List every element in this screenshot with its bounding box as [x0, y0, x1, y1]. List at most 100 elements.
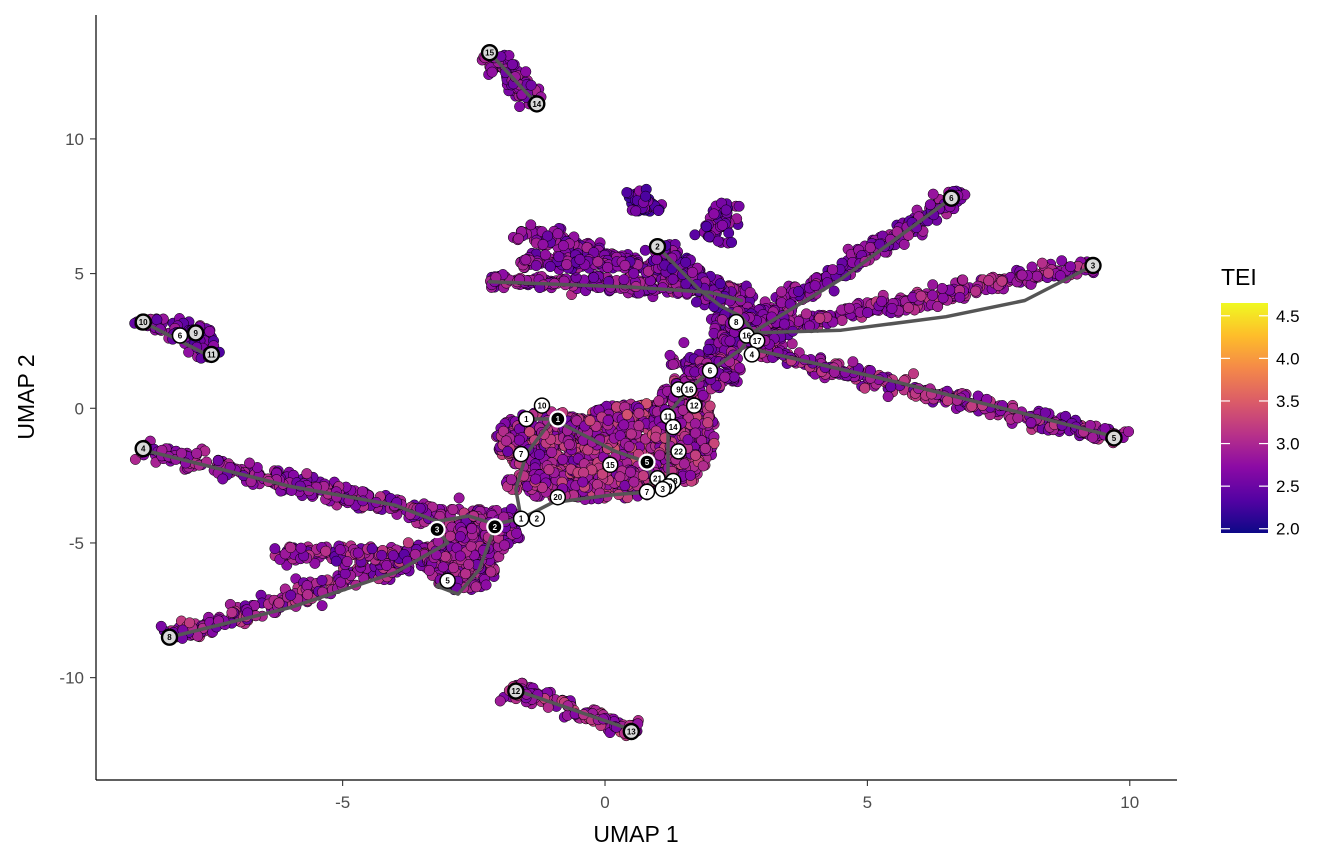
trajectory-node: 10: [134, 313, 152, 331]
trajectory-node-label: 14: [669, 423, 678, 432]
cell-point: [505, 474, 517, 486]
cell-point: [886, 302, 898, 314]
cell-point: [387, 550, 399, 561]
cell-point: [557, 240, 569, 252]
cell-point: [437, 561, 449, 573]
cell-point: [996, 275, 1008, 287]
trajectory-node-label: 9: [676, 385, 681, 394]
cell-point: [734, 362, 746, 374]
cell-point: [588, 272, 600, 284]
cell-point: [908, 368, 919, 380]
cell-point: [689, 229, 701, 241]
cell-point: [708, 208, 720, 220]
cell-point: [699, 443, 711, 455]
trajectory-node: 6: [942, 189, 961, 207]
cell-point: [453, 492, 465, 504]
trajectory-node-label: 1: [524, 415, 529, 424]
trajectory-lines: [136, 50, 1122, 734]
trajectory-node: 7: [638, 483, 656, 501]
cell-point: [625, 466, 636, 478]
trajectory-path: [750, 347, 1122, 440]
cell-point: [903, 302, 914, 314]
cell-point: [285, 589, 297, 601]
cell-point: [680, 256, 692, 268]
trajectory-node-label: 10: [139, 318, 148, 327]
trajectory-node: 10: [533, 397, 551, 414]
cell-point: [295, 542, 307, 554]
cell-point: [511, 527, 523, 539]
cell-point: [882, 391, 894, 403]
trajectory-node-label: 10: [538, 402, 547, 411]
trajectory-node-label: 7: [519, 450, 524, 459]
trajectory-node-label: 15: [485, 49, 494, 58]
cell-point: [447, 504, 459, 515]
cell-point: [932, 301, 944, 313]
cell-point: [809, 280, 821, 292]
cell-point: [204, 325, 216, 337]
cell-point: [630, 205, 642, 217]
cell-point: [584, 415, 596, 427]
cell-point: [316, 600, 328, 612]
cell-point: [654, 449, 666, 461]
cell-point: [574, 254, 586, 265]
cell-point: [701, 221, 712, 233]
cell-point: [341, 556, 353, 567]
cell-point: [577, 476, 589, 488]
cell-point: [513, 233, 524, 245]
cell-point: [651, 254, 663, 265]
cell-point: [970, 285, 982, 297]
trajectory-node-label: 1: [556, 415, 561, 424]
cell-point: [628, 476, 640, 488]
cell-point: [619, 259, 631, 271]
cell-point: [828, 285, 840, 297]
cell-point: [697, 460, 709, 472]
cell-point: [499, 539, 510, 551]
cell-point: [667, 273, 679, 285]
cell-point: [667, 358, 679, 370]
cell-point: [466, 523, 478, 535]
cell-point: [1031, 270, 1043, 282]
cell-point: [563, 438, 575, 450]
cell-point: [480, 579, 492, 591]
cell-point: [530, 473, 542, 485]
trajectory-node: 1: [518, 410, 535, 428]
cell-point: [269, 543, 281, 555]
cell-point: [520, 254, 532, 266]
trajectory-path: [508, 686, 639, 734]
cell-point: [653, 205, 664, 217]
cell-point: [625, 428, 637, 440]
cell-point: [800, 308, 812, 320]
cell-point: [454, 550, 466, 562]
cell-point: [664, 349, 676, 361]
cell-point: [309, 557, 321, 569]
cell-point: [537, 239, 549, 250]
trajectory-node-label: 3: [660, 485, 665, 494]
cell-point: [525, 219, 537, 231]
trajectory-node: 1: [549, 410, 567, 428]
cell-point: [485, 566, 497, 578]
trajectory-node: 22: [670, 443, 687, 460]
cell-point: [320, 545, 332, 557]
cell-point: [357, 486, 368, 498]
cell-point: [184, 617, 196, 629]
trajectory-node-label: 6: [178, 332, 183, 341]
cell-point: [423, 564, 435, 576]
cell-point: [927, 279, 939, 291]
cell-point: [843, 302, 855, 314]
cell-point: [525, 79, 537, 91]
trajectory-node-label: 22: [674, 447, 683, 456]
trajectory-node: 20: [549, 488, 567, 506]
cell-point: [500, 435, 512, 447]
cell-point: [678, 337, 690, 349]
cell-point: [552, 228, 564, 240]
trajectory-node: 11: [202, 345, 221, 364]
cell-point: [653, 395, 665, 407]
trajectory-node: 17: [748, 332, 766, 350]
cell-point: [155, 620, 167, 632]
cell-point: [618, 274, 630, 286]
trajectory-node: 14: [664, 418, 682, 436]
cell-point: [689, 418, 701, 430]
cell-point: [454, 531, 466, 542]
cell-point: [640, 190, 652, 202]
trajectory-node-label: 14: [532, 100, 541, 109]
